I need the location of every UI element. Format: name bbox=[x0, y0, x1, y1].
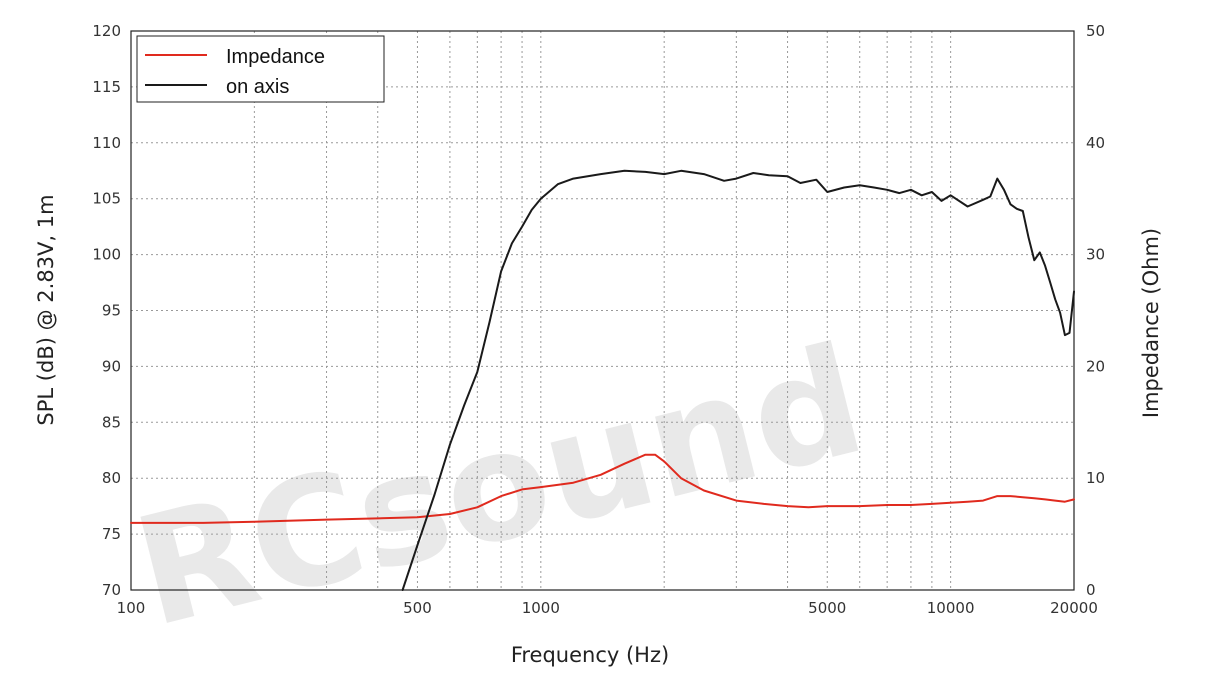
x-tick-label: 20000 bbox=[1050, 599, 1098, 617]
series-line-on-axis bbox=[401, 169, 1075, 591]
y-tick-label: 85 bbox=[102, 413, 121, 431]
y2-tick-label: 30 bbox=[1086, 246, 1105, 264]
y2-tick-label: 40 bbox=[1086, 134, 1105, 152]
tick-labels: 100 500 1000 5000 10000 200007075808590951001… bbox=[92, 22, 1105, 617]
legend-box bbox=[136, 35, 385, 103]
y2-axis-title: Impedance (Ohm) bbox=[1139, 228, 1163, 418]
legend-label-impedance: Impedance bbox=[226, 46, 325, 68]
series-layer bbox=[130, 169, 1075, 591]
plot-frame bbox=[130, 30, 1075, 591]
y2-tick-label: 10 bbox=[1086, 469, 1105, 487]
y-tick-label: 105 bbox=[92, 190, 121, 208]
y-tick-label: 80 bbox=[102, 469, 121, 487]
y-tick-label: 120 bbox=[92, 22, 121, 40]
y-tick-label: 90 bbox=[102, 357, 121, 375]
x-axis-title: Frequency (Hz) bbox=[511, 643, 669, 667]
y-tick-label: 100 bbox=[92, 246, 121, 264]
x-tick-label: 500 bbox=[403, 599, 432, 617]
legend: Impedance on axis bbox=[136, 35, 385, 103]
y-tick-label: 110 bbox=[92, 134, 121, 152]
legend-label-on-axis: on axis bbox=[226, 76, 289, 98]
y2-tick-label: 20 bbox=[1086, 357, 1105, 375]
x-tick-label: 100 bbox=[117, 599, 146, 617]
grid bbox=[131, 31, 1074, 590]
y-tick-label: 75 bbox=[102, 525, 121, 543]
y-tick-label: 95 bbox=[102, 302, 121, 320]
series-line-impedance bbox=[130, 453, 1075, 524]
y2-tick-label: 0 bbox=[1086, 581, 1096, 599]
x-tick-label: 10000 bbox=[927, 599, 975, 617]
x-tick-label: 5000 bbox=[808, 599, 846, 617]
y-axis-title: SPL (dB) @ 2.83V, 1m bbox=[34, 194, 58, 425]
y-tick-label: 115 bbox=[92, 78, 121, 96]
y2-tick-label: 50 bbox=[1086, 22, 1105, 40]
x-tick-label: 1000 bbox=[522, 599, 560, 617]
y-tick-label: 70 bbox=[102, 581, 121, 599]
